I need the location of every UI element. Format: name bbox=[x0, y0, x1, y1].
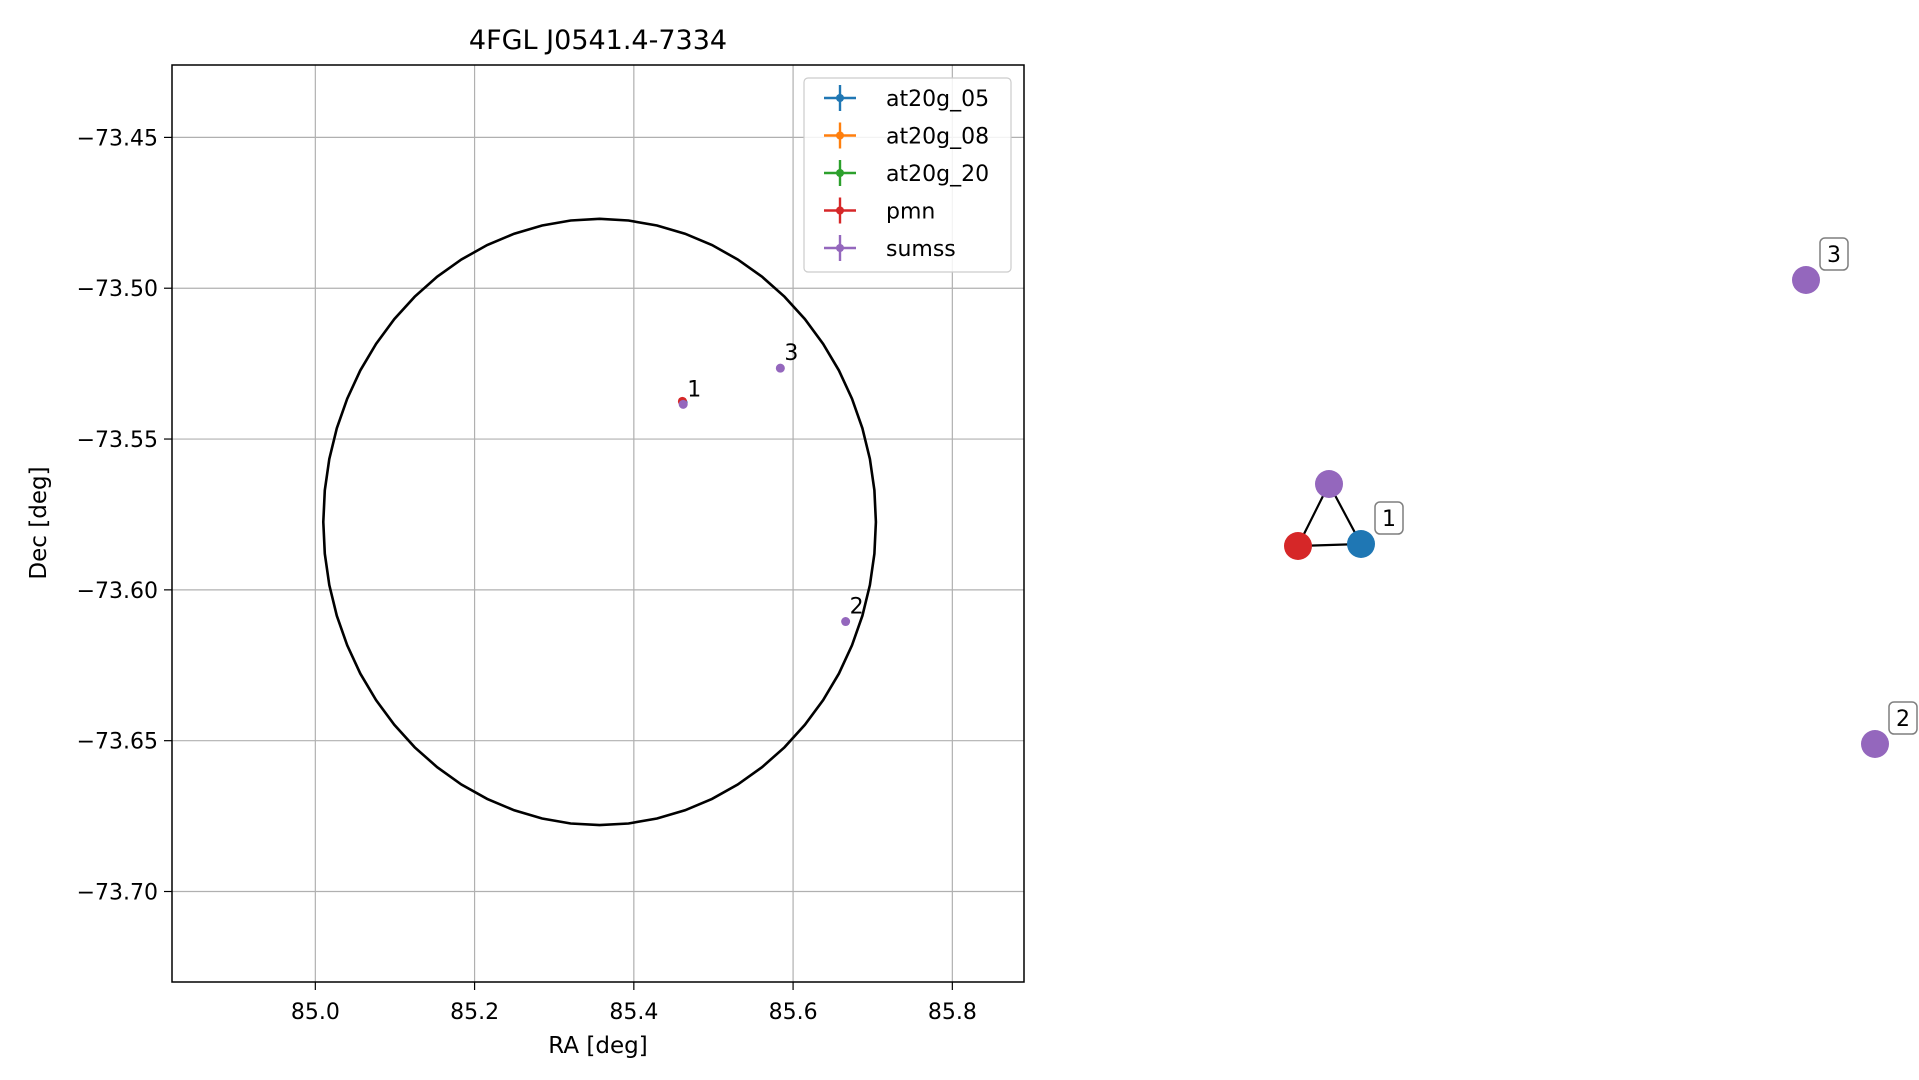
point-label: 2 bbox=[850, 595, 864, 620]
point-label: 1 bbox=[687, 377, 701, 402]
x-tick-label: 85.8 bbox=[928, 1000, 977, 1025]
x-tick-label: 85.4 bbox=[609, 1000, 658, 1025]
sumss-point bbox=[841, 617, 851, 627]
graph-node-sumss-1 bbox=[1315, 470, 1343, 498]
axis-ticks: 85.0 85.2 85.4 85.6 85.8 −73.45 −73.50 −73.55 −7… bbox=[77, 126, 977, 1025]
error-ellipse bbox=[321, 217, 878, 827]
y-tick-label: −73.45 bbox=[77, 126, 158, 151]
graph-node-label-box bbox=[1888, 701, 1918, 735]
legend-label: sumss bbox=[886, 237, 956, 262]
localization-ellipse bbox=[321, 217, 878, 827]
graph-node-pmn bbox=[1284, 532, 1312, 560]
legend-label: at20g_08 bbox=[886, 125, 989, 150]
graph-node-sumss-2 bbox=[1861, 730, 1889, 758]
x-axis-label: RA [deg] bbox=[548, 1033, 647, 1059]
association-graph: 1 3 2 bbox=[1284, 237, 1918, 758]
axes-frame bbox=[171, 64, 1025, 983]
graph-nodes bbox=[1284, 266, 1889, 758]
legend-marker-dot bbox=[836, 244, 844, 252]
graph-node-label-box bbox=[1374, 501, 1404, 535]
sumss-point bbox=[678, 399, 688, 409]
x-tick-label: 85.0 bbox=[291, 1000, 340, 1025]
legend-marker-dot bbox=[836, 169, 844, 177]
legend-marker-dot bbox=[836, 131, 844, 140]
y-tick-label: −73.70 bbox=[77, 881, 158, 906]
chart-title: 4FGL J0541.4-7334 bbox=[469, 25, 727, 56]
legend-entry-at20g_08: at20g_08 bbox=[824, 122, 989, 150]
graph-node-label: 1 bbox=[1382, 507, 1396, 532]
y-tick-label: −73.50 bbox=[77, 277, 158, 302]
legend-label: pmn bbox=[886, 200, 935, 225]
graph-node-label: 3 bbox=[1827, 243, 1841, 268]
legend-frame bbox=[803, 77, 1012, 273]
y-axis-label: Dec [deg] bbox=[26, 466, 52, 579]
legend-entry-at20g_05: at20g_05 bbox=[824, 85, 989, 112]
point-label: 3 bbox=[784, 341, 798, 366]
legend-marker-dot bbox=[836, 206, 844, 215]
legend-entry-sumss: sumss bbox=[824, 235, 956, 262]
source-points: 1 2 3 bbox=[677, 341, 864, 627]
graph-node-sumss-3 bbox=[1792, 266, 1820, 294]
x-tick-label: 85.2 bbox=[450, 1000, 499, 1025]
grid-lines bbox=[172, 65, 1024, 982]
legend-entry-at20g_20: at20g_20 bbox=[824, 160, 989, 187]
graph-node-label: 2 bbox=[1896, 707, 1910, 732]
legend-label: at20g_05 bbox=[886, 87, 989, 112]
sumss-point bbox=[775, 363, 785, 373]
legend-marker-dot bbox=[836, 94, 844, 102]
y-tick-label: −73.55 bbox=[77, 428, 158, 453]
graph-node-at20g_05 bbox=[1347, 530, 1375, 558]
x-tick-label: 85.6 bbox=[769, 1000, 818, 1025]
y-tick-label: −73.60 bbox=[77, 579, 158, 604]
graph-node-label-box bbox=[1819, 237, 1849, 271]
sky-position-chart: 1 2 3 85.0 85.2 85.4 85.6 85.8 −73.45 −73.50 −73.… bbox=[26, 25, 1025, 1059]
legend-entry-pmn: pmn bbox=[824, 197, 935, 225]
y-tick-label: −73.65 bbox=[77, 730, 158, 755]
graph-labels: 1 3 2 bbox=[1374, 237, 1918, 735]
legend-label: at20g_20 bbox=[886, 162, 989, 187]
